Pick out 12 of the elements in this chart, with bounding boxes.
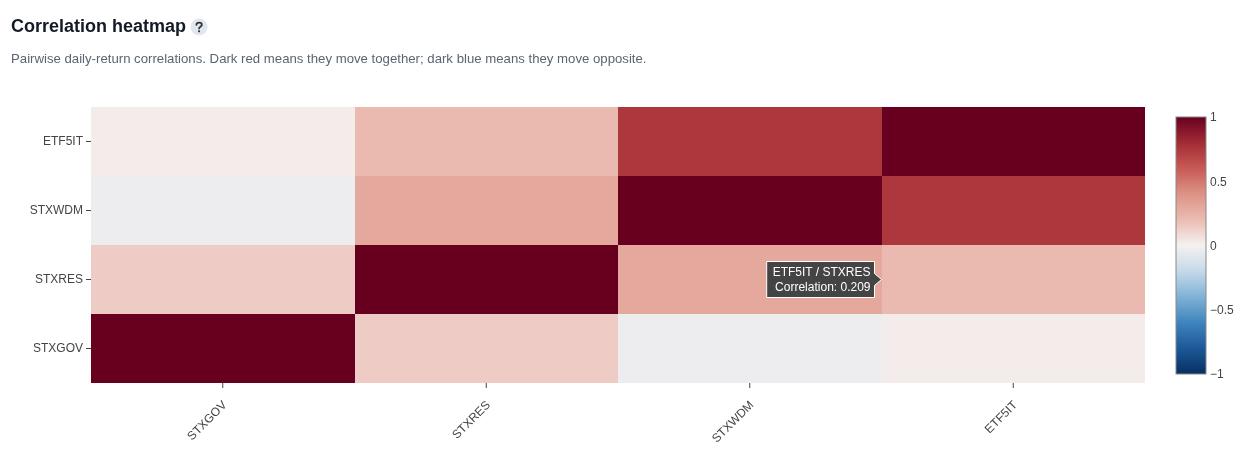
color-bar-label: 0.5 — [1210, 174, 1228, 189]
color-bar-label: 1 — [1210, 110, 1217, 125]
color-bar-label: 0 — [1210, 238, 1217, 253]
y-tick-label: STXGOV — [32, 341, 83, 356]
color-bar-label: −0.5 — [1210, 303, 1235, 318]
annotation: ETF5IT / STXRES Correlation: 0.209 — [772, 265, 871, 294]
color-bar-label: −1 — [1210, 367, 1225, 382]
y-tick-label: STXWDM — [29, 203, 83, 218]
y-tick-label: STXRES — [34, 272, 83, 287]
y-tick-label: ETF5IT — [42, 134, 84, 149]
chart-subtitle: Pairwise daily-return correlations. Dark red means they move together; dark blue means they move opposite. — [11, 51, 647, 66]
chart-title: Correlation heatmap — [11, 16, 187, 36]
